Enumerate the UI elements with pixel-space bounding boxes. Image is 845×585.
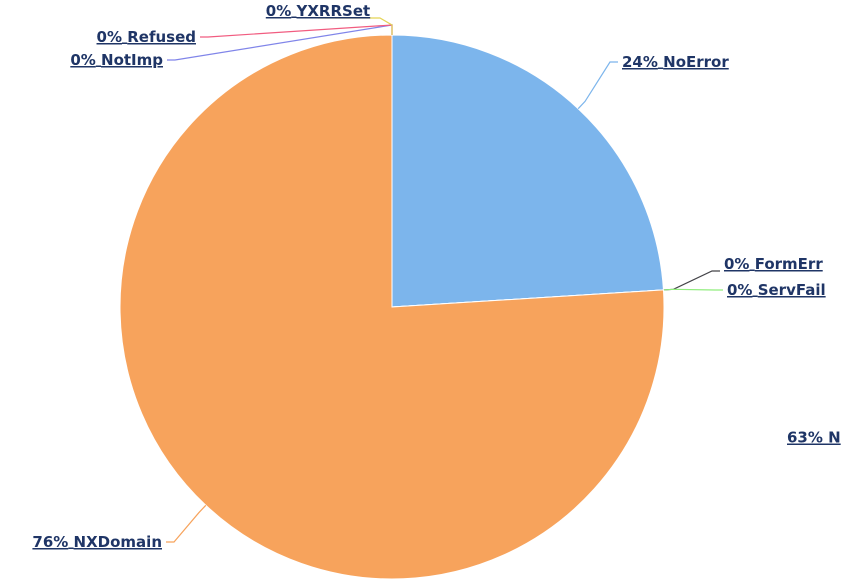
value-label: 76% — [32, 533, 68, 551]
category-label: NXDomain — [74, 533, 162, 551]
leader-line — [663, 270, 720, 291]
leader-line — [200, 24, 393, 38]
data-label: 0% FormErr — [724, 255, 823, 273]
leader-line — [166, 504, 207, 543]
data-label: 24% NoError — [622, 53, 729, 71]
value-label: 0% — [70, 51, 95, 69]
clipped-label: 63% N — [787, 429, 841, 447]
data-label: 0% Refused — [97, 28, 196, 46]
data-label: 0% NotImp — [70, 51, 163, 69]
leader-line — [663, 288, 723, 291]
category-label: FormErr — [755, 255, 824, 273]
value-label: 0% — [724, 255, 749, 273]
category-label: YXRRSet — [296, 2, 371, 20]
pie-slice — [391, 34, 664, 308]
data-label: 0% YXRRSet — [266, 2, 370, 20]
category-label: NotImp — [101, 51, 163, 69]
leader-line — [318, 17, 393, 35]
value-label: 0% — [727, 281, 752, 299]
category-label: Refused — [127, 28, 196, 46]
value-label: 0% — [266, 2, 291, 20]
value-label: 0% — [97, 28, 122, 46]
category-label: ServFail — [758, 281, 826, 299]
data-label: 76% NXDomain — [32, 533, 162, 551]
category-label: NoError — [663, 53, 729, 71]
data-label: 0% ServFail — [727, 281, 826, 299]
value-label: 24% — [622, 53, 658, 71]
leader-line — [577, 61, 618, 110]
